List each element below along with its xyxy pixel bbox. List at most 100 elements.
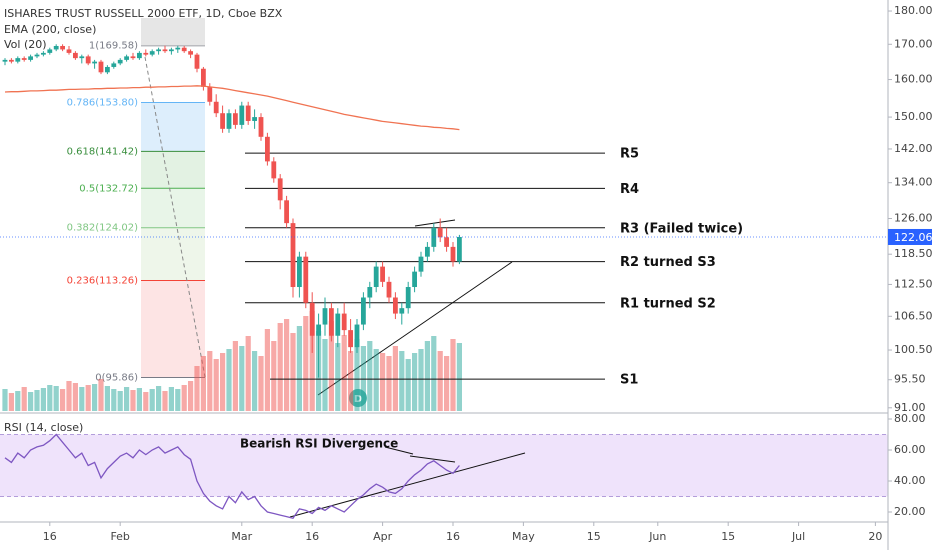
- candle-body: [168, 49, 174, 52]
- volume-bar: [360, 346, 366, 411]
- candle-body: [98, 61, 104, 73]
- rsi-band: [0, 434, 888, 497]
- volume-bar: [277, 323, 283, 411]
- candle-body: [188, 51, 193, 55]
- arrow: [384, 446, 414, 455]
- last-price-box: [888, 228, 932, 245]
- candle-body: [456, 236, 462, 262]
- volume-bar: [264, 329, 270, 411]
- volume-bar: [27, 392, 34, 411]
- y-tick-label: 170.00: [894, 37, 932, 50]
- volume-bar: [341, 335, 347, 411]
- candle-body: [450, 246, 456, 262]
- volume-bar: [79, 387, 85, 411]
- candle-body: [124, 56, 129, 60]
- volume-bar: [59, 389, 66, 411]
- level-label: R1 turned S2: [620, 296, 716, 311]
- annotation: Bearish RSI Divergence: [240, 437, 398, 451]
- trendline: [414, 219, 456, 227]
- volume-bar: [53, 386, 59, 411]
- volume-bar: [8, 393, 14, 411]
- volume-bar: [117, 391, 123, 411]
- candle-body: [72, 52, 78, 59]
- volume-bar: [354, 339, 360, 411]
- volume-bar: [149, 389, 155, 411]
- candle-body: [284, 200, 289, 224]
- y-tick-label: 112.50: [894, 277, 932, 290]
- volume-bar: [136, 388, 142, 411]
- volume-bar: [431, 336, 437, 411]
- candle-body: [213, 101, 219, 114]
- candle-body: [34, 54, 40, 57]
- candle-body: [341, 313, 347, 331]
- candle-body: [149, 51, 155, 55]
- fib-label: 0.786(153.80): [67, 98, 139, 109]
- volume-bar: [143, 392, 149, 411]
- level-label: S1: [620, 373, 638, 388]
- volume-bar: [367, 341, 373, 411]
- candle-body: [194, 54, 200, 69]
- candle-body: [418, 256, 424, 272]
- y-tick-label: 106.50: [894, 309, 932, 322]
- volume-bar: [271, 341, 277, 411]
- candle-body: [412, 271, 417, 288]
- candle-body: [232, 113, 238, 125]
- volume-bar: [418, 349, 424, 411]
- chart-title: ISHARES TRUST RUSSELL 2000 ETF, 1D, Cboe…: [4, 7, 283, 20]
- volume-bar: [386, 356, 392, 411]
- candle-body: [258, 117, 264, 137]
- volume-bar: [123, 387, 130, 411]
- fib-zone: [141, 102, 205, 152]
- candle-body: [79, 56, 85, 59]
- fib-zone: [141, 188, 205, 228]
- volume-label: Vol (20): [4, 38, 47, 51]
- candle-body: [367, 287, 373, 298]
- y-tick-label: 118.50: [894, 247, 932, 260]
- volume-bar: [47, 385, 53, 411]
- rsi-label: RSI (14, close): [4, 421, 83, 434]
- candle-body: [239, 105, 245, 125]
- volume-bar: [283, 319, 290, 411]
- candle-body: [162, 49, 168, 52]
- candle-body: [303, 256, 309, 303]
- volume-bar: [405, 359, 411, 411]
- volume-bar: [245, 336, 251, 411]
- volume-bar: [443, 356, 450, 411]
- volume-bar: [207, 351, 213, 411]
- candle-body: [360, 297, 366, 325]
- candle-body: [392, 297, 398, 314]
- volume-bar: [175, 389, 181, 411]
- level-label: R3 (Failed twice): [620, 221, 743, 236]
- candle-body: [28, 56, 33, 60]
- candle-body: [156, 49, 161, 52]
- volume-bar: [85, 385, 91, 411]
- candle-body: [264, 136, 270, 162]
- volume-bar: [424, 341, 430, 411]
- candle-body: [200, 68, 206, 87]
- volume-bar: [155, 386, 162, 411]
- level-label: R5: [620, 147, 639, 162]
- fib-label: 0.382(124.02): [67, 223, 139, 234]
- volume-bar: [322, 339, 328, 411]
- candle-body: [2, 59, 8, 62]
- volume-bar: [347, 351, 354, 411]
- volume-bar: [290, 333, 296, 411]
- volume-bar: [392, 346, 398, 411]
- candle-body: [328, 308, 334, 336]
- x-tick-label: Mar: [231, 530, 252, 543]
- candle-body: [252, 117, 257, 121]
- volume-bar: [200, 356, 206, 411]
- candle-body: [296, 256, 302, 288]
- volume-bar: [373, 349, 379, 411]
- volume-bar: [111, 389, 117, 411]
- volume-bar: [213, 359, 219, 411]
- volume-bar: [239, 346, 245, 411]
- candle-body: [220, 113, 225, 129]
- x-tick-label: Jun: [648, 530, 666, 543]
- candle-body: [245, 105, 251, 121]
- volume-bar: [379, 353, 386, 411]
- volume-bar: [15, 391, 21, 411]
- candle-body: [405, 287, 411, 309]
- candle-body: [399, 308, 405, 314]
- y-tick-label: 180.00: [894, 4, 932, 17]
